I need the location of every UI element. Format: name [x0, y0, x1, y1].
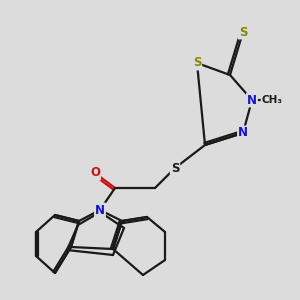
Text: N: N	[95, 203, 105, 217]
Text: S: S	[239, 26, 247, 38]
Text: N: N	[247, 94, 257, 106]
Text: N: N	[238, 127, 248, 140]
Text: O: O	[90, 167, 100, 179]
Text: S: S	[193, 56, 201, 70]
Text: CH₃: CH₃	[262, 95, 283, 105]
Text: S: S	[171, 161, 179, 175]
